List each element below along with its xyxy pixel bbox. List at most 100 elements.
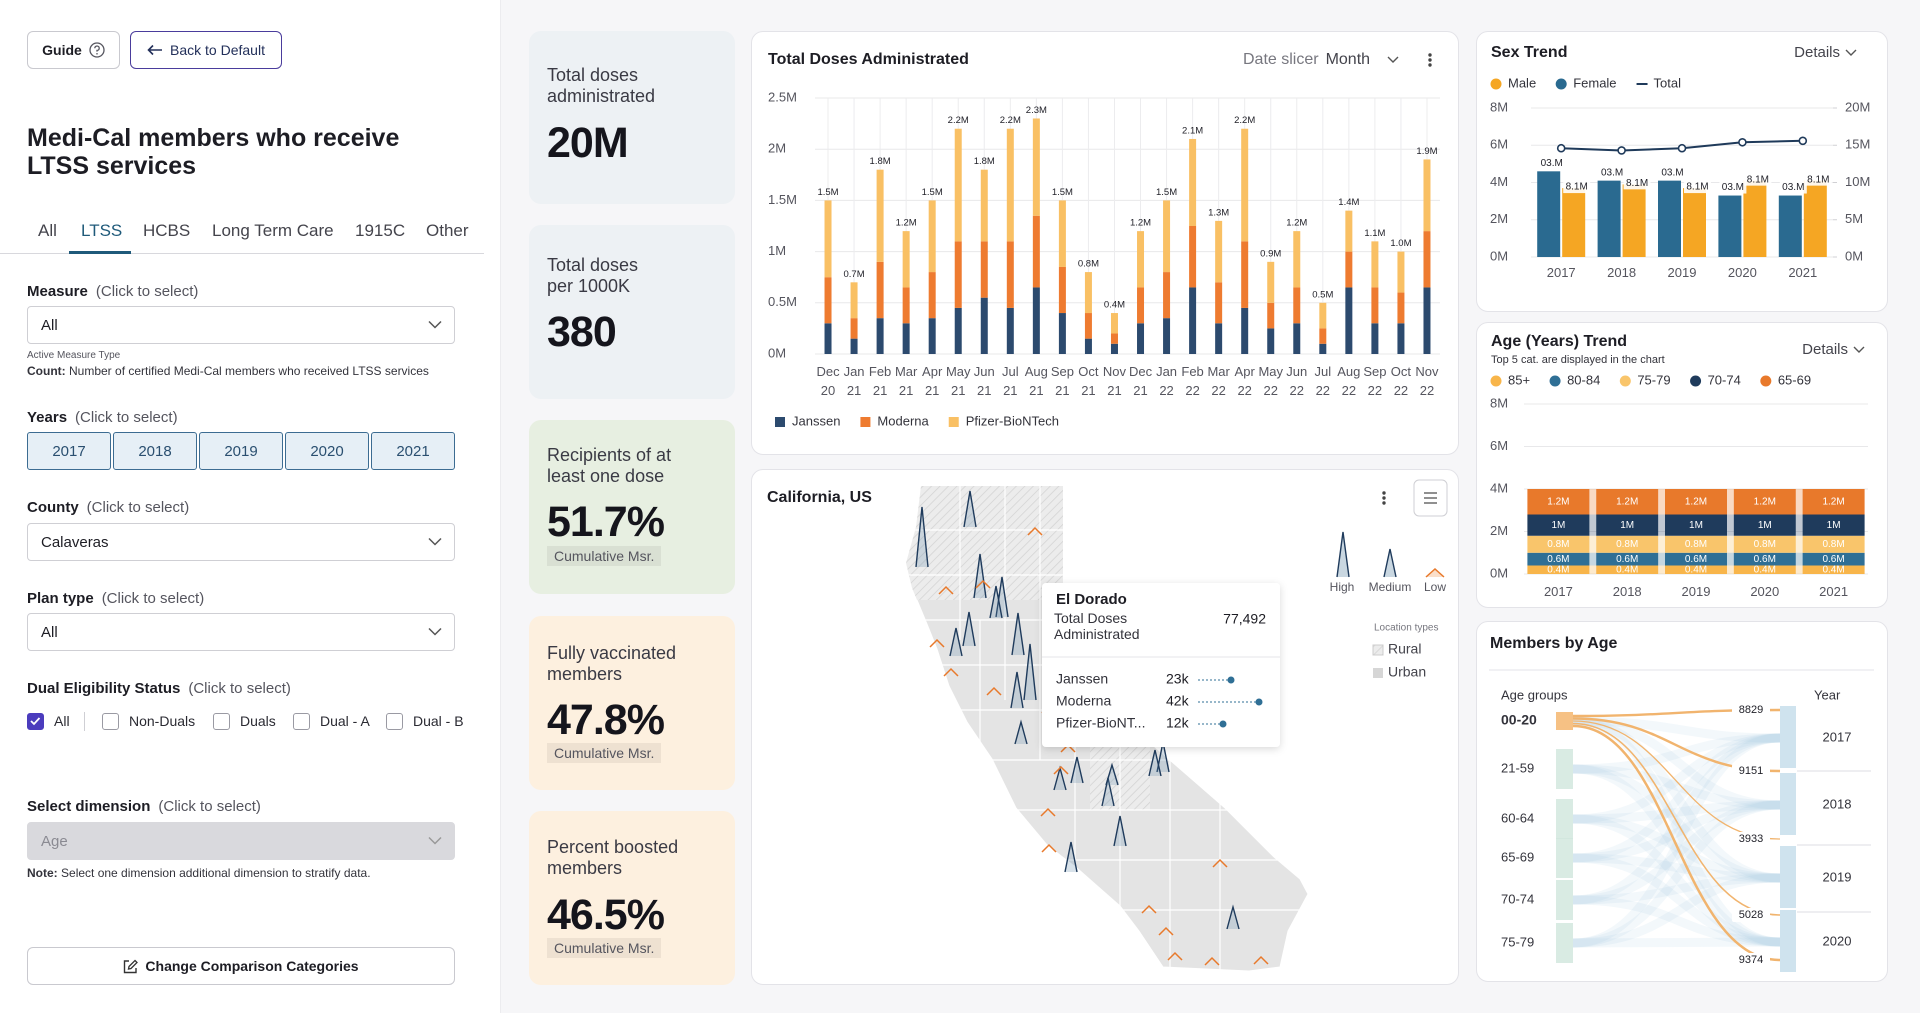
kpi-card: Recipients of at least one dose 51.7% Cu… [529, 420, 735, 594]
age-trend-card [1476, 322, 1888, 608]
dimension-select[interactable]: Age [27, 822, 455, 860]
back-label: Back to Default [170, 42, 265, 58]
kpi-value: 46.5% [547, 891, 665, 939]
kpi-label: Total doses administrated [547, 65, 656, 106]
x-tick-label: 2020 [1727, 265, 1757, 280]
check-icon [30, 717, 41, 726]
checkbox[interactable] [293, 713, 310, 730]
chevron [428, 537, 442, 546]
x-tick-label: Aug 22 [1337, 364, 1361, 398]
checkbox[interactable] [213, 713, 230, 730]
tab-active[interactable]: LTSS [81, 221, 123, 240]
x-tick-label: 2020 [1750, 584, 1780, 599]
x-tick-label: Sep 22 [1363, 364, 1387, 398]
chevron [428, 627, 442, 636]
tab[interactable]: Other [426, 221, 469, 240]
plan-type-select[interactable]: All [27, 613, 455, 651]
x-tick-label: 2017 [1546, 265, 1576, 280]
x-tick-label: 2019 [1667, 265, 1697, 280]
edit-icon [124, 959, 139, 973]
year-button[interactable]: 2019 [199, 432, 283, 470]
back-arrow [147, 44, 163, 56]
dimension-label: Select dimension (Click to select) [27, 798, 261, 815]
x-tick-label: Jun 21 [973, 364, 995, 398]
checkbox[interactable] [386, 713, 403, 730]
kpi-card: Total doses per 1000K 380 [529, 225, 735, 399]
x-tick-label: Nov 21 [1102, 364, 1127, 398]
count-label: Count: [27, 364, 66, 378]
separator [84, 712, 85, 731]
checkbox-label: Dual - B [413, 713, 464, 729]
plan-type-label: Plan type (Click to select) [27, 590, 204, 607]
label-hint: (Click to select) [188, 680, 291, 697]
x-tick-label: Jul 22 [1314, 364, 1332, 398]
x-tick-label: Dec 20 [816, 364, 840, 398]
button-label: Change Comparison Categories [145, 958, 359, 974]
kpi-label: Fully vaccinated members [547, 643, 677, 684]
tab[interactable]: HCBS [143, 221, 191, 240]
kpi-tag: Cumulative Msr. [547, 546, 662, 566]
x-tick-label: Feb 21 [868, 364, 892, 398]
kpi-tag: Cumulative Msr. [547, 743, 662, 763]
year-button[interactable]: 2020 [285, 432, 369, 470]
kpi-card: Total doses administrated 20M [529, 31, 735, 204]
x-tick-label: 2021 [1819, 584, 1849, 599]
change-categories-button[interactable]: Change Comparison Categories [27, 947, 455, 985]
kpi-value: 380 [547, 308, 617, 356]
x-tick-label: 2017 [1543, 584, 1573, 599]
x-tick-label: Nov 22 [1415, 364, 1439, 398]
checkbox[interactable] [102, 713, 119, 730]
guide-button[interactable]: Guide [27, 31, 120, 69]
kpi-label: Recipients of at least one dose [547, 445, 672, 486]
doses-card [751, 31, 1459, 455]
select-value: All [41, 316, 58, 334]
label-text: Years [27, 409, 68, 426]
label-hint: (Click to select) [95, 283, 199, 300]
page-title: Medi-Cal members who receive LTSS servic… [27, 124, 400, 180]
x-tick-label: 2018 [1607, 265, 1637, 280]
chevron [428, 836, 442, 845]
label-text: County [27, 499, 79, 516]
x-tick-label: 2018 [1612, 584, 1642, 599]
kpi-label: Percent boosted members [547, 837, 679, 878]
x-tick-label: Jul 21 [1001, 364, 1019, 398]
tab[interactable]: Long Term Care [212, 221, 334, 240]
tab[interactable]: All [38, 221, 57, 240]
dual-label: Dual Eligibility Status (Click to select) [27, 680, 291, 697]
back-to-default-button[interactable]: Back to Default [130, 31, 282, 69]
label-hint: (Click to select) [158, 798, 261, 815]
checkbox-label: Non-Duals [129, 713, 196, 729]
x-tick-label: May 22 [1258, 364, 1283, 398]
label-text: Measure [27, 283, 88, 300]
x-tick-label: Apr 21 [922, 364, 943, 398]
help-icon [89, 42, 105, 58]
sidebar: Guide Back to Default Medi-Cal members w… [0, 0, 501, 1013]
label-text: Dual Eligibility Status [27, 680, 181, 697]
year-button[interactable]: 2021 [371, 432, 455, 470]
x-tick-label: Aug 21 [1024, 364, 1048, 398]
year-button[interactable]: 2018 [113, 432, 197, 470]
tab[interactable]: 1915C [355, 221, 406, 240]
measure-label: Measure (Click to select) [27, 283, 198, 300]
dimension-note: Note: Select one dimension additional di… [27, 866, 371, 880]
x-tick-label: Apr 22 [1234, 364, 1255, 398]
x-tick-label: Dec 21 [1128, 364, 1153, 398]
guide-label: Guide [42, 42, 82, 58]
measure-select[interactable]: All [27, 306, 455, 344]
x-tick-label: Mar 21 [894, 364, 918, 398]
kpi-label: Total doses per 1000K [547, 255, 639, 296]
x-tick-label: May 21 [945, 364, 971, 398]
members-by-age-card [1476, 621, 1888, 982]
x-tick-label: Jun 22 [1286, 364, 1308, 398]
label-hint: (Click to select) [101, 590, 205, 607]
kpi-value: 51.7% [547, 498, 665, 546]
measure-count: Count: Number of certified Medi-Cal memb… [27, 364, 429, 378]
kpi-tag: Cumulative Msr. [547, 938, 662, 958]
x-tick-label: Oct 22 [1390, 364, 1412, 398]
x-tick-label: 2021 [1788, 265, 1818, 280]
county-select[interactable]: Calaveras [27, 523, 455, 561]
checkbox-checked[interactable] [27, 713, 44, 730]
chevron [428, 320, 442, 329]
year-button[interactable]: 2017 [27, 432, 111, 470]
